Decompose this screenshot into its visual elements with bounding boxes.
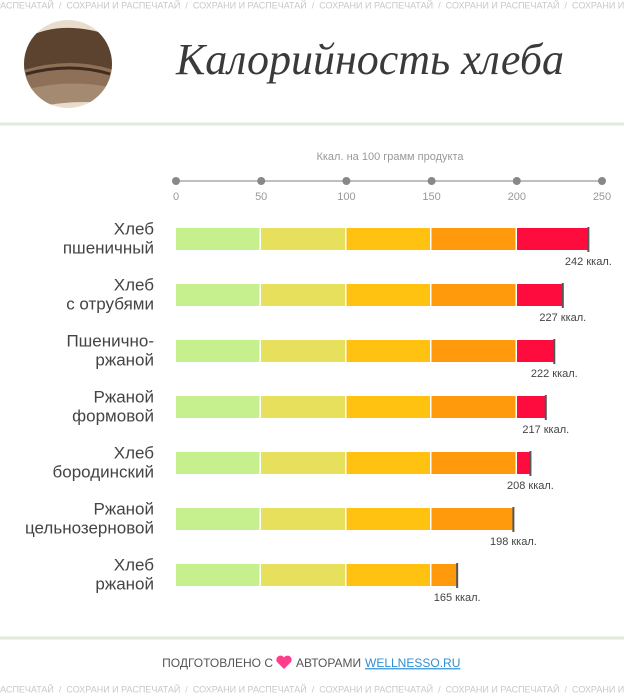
watermark-separator: / [565,0,568,10]
bar [176,396,546,418]
watermark-text: СОХРАНИ И РАСПЕЧАТАЙ [572,0,624,10]
watermark-separator: / [59,0,62,10]
value-label: 227 ккал. [539,312,586,324]
category-label: формовой [72,406,154,425]
x-tick-label: 0 [173,191,179,203]
bar [176,508,514,530]
watermark-separator: / [438,684,441,694]
watermark-text: СОХРАНИ И РАСПЕЧАТАЙ [319,0,433,10]
category-label: Хлеб [114,555,155,574]
value-label: 217 ккал. [522,424,569,436]
value-label: 198 ккал. [490,536,537,548]
axis-label: Ккал. на 100 грамм продукта [316,151,464,163]
watermark-separator: / [312,0,315,10]
category-label: ржаной [95,574,154,593]
heart-icon [276,655,292,669]
tick-dot [172,177,180,185]
footer-prefix: ПОДГОТОВЛЕНО С [162,656,273,670]
x-tick-label: 150 [422,191,440,203]
watermark-separator: / [185,0,188,10]
x-tick-label: 200 [508,191,526,203]
watermark-text: СОХРАНИ И РАСПЕЧАТАЙ [446,683,560,694]
chart-title: Калорийность хлеба [175,35,564,84]
category-label: бородинский [53,462,154,481]
bar [176,284,563,306]
bread-photo [24,20,112,108]
watermark-bottom: СОХРАНИ И РАСПЕЧАТАЙ / СОХРАНИ И РАСПЕЧАТА… [0,683,624,694]
category-label: Хлеб [114,443,155,462]
category-label: пшеничный [63,238,154,257]
watermark-separator: / [565,684,568,694]
watermark-text: СОХРАНИ И РАСПЕЧАТАЙ [193,683,307,694]
footer-suffix: АВТОРАМИ [296,656,361,670]
watermark-separator: / [312,684,315,694]
watermark-top: СОХРАНИ И РАСПЕЧАТАЙ / СОХРАНИ И РАСПЕЧАТА… [0,0,624,10]
bar [176,564,458,586]
tick-dot [512,177,521,185]
watermark-separator: / [185,684,188,694]
category-label: Хлеб [114,219,155,238]
category-label: Пшенично- [66,331,154,350]
tick-dot [342,177,351,185]
category-label: ржаной [95,350,154,369]
x-tick-label: 250 [593,191,611,203]
watermark-text: СОХРАНИ И РАСПЕЧАТАЙ [446,0,560,10]
tick-dot [257,177,266,185]
x-tick-label: 100 [337,191,355,203]
footer-link[interactable]: WELLNESSO.RU [365,656,460,670]
watermark-separator: / [438,0,441,10]
value-label: 222 ккал. [531,368,578,380]
tick-dot [598,177,606,185]
watermark-text: СОХРАНИ И РАСПЕЧАТАЙ [193,0,307,10]
category-label: Ржаной [93,499,154,518]
watermark-separator: / [59,684,62,694]
tick-dot [427,177,436,185]
bar [176,452,531,474]
category-label: Хлеб [114,275,155,294]
bar [176,228,589,250]
category-label: цельнозерновой [25,518,154,537]
watermark-text: СОХРАНИ И РАСПЕЧАТАЙ [66,683,180,694]
watermark-text: СОХРАНИ И РАСПЕЧАТАЙ [0,683,54,694]
x-tick-label: 50 [255,191,267,203]
watermark-text: СОХРАНИ И РАСПЕЧАТАЙ [572,683,624,694]
watermark-text: СОХРАНИ И РАСПЕЧАТАЙ [0,0,54,10]
value-label: 165 ккал. [434,592,481,604]
bar [176,340,555,362]
value-label: 242 ккал. [565,256,612,268]
value-label: 208 ккал. [507,480,554,492]
category-label: с отрубями [66,294,154,313]
category-label: Ржаной [93,387,154,406]
watermark-text: СОХРАНИ И РАСПЕЧАТАЙ [66,0,180,10]
watermark-text: СОХРАНИ И РАСПЕЧАТАЙ [319,683,433,694]
